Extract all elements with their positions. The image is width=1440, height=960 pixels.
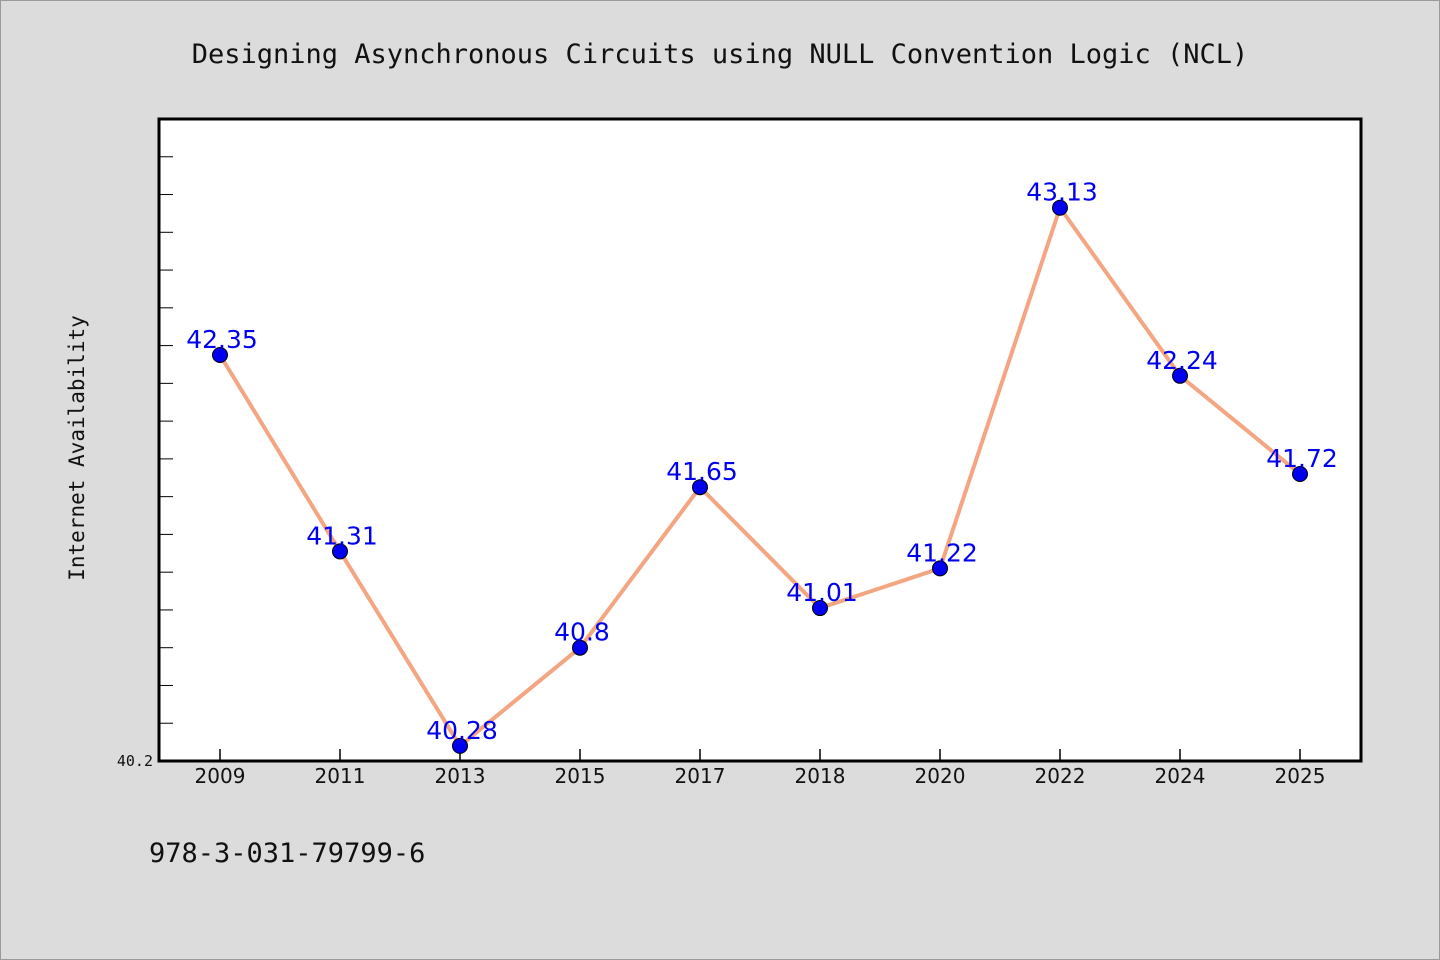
x-tick-label: 2022	[1035, 764, 1086, 788]
x-tick-label: 2024	[1155, 764, 1206, 788]
data-label: 40.8	[554, 618, 610, 647]
data-label: 41.01	[786, 578, 858, 607]
series-line	[218, 205, 1302, 748]
data-point	[332, 543, 348, 560]
x-tick-label: 2018	[795, 764, 846, 788]
x-tick-label: 2011	[315, 764, 366, 788]
data-label: 41.31	[306, 521, 378, 550]
data-label: 41.72	[1266, 444, 1338, 473]
data-point	[812, 600, 828, 617]
data-label: 40.28	[426, 716, 498, 745]
y-axis-label: Internet Availability	[65, 315, 89, 581]
chart-title: Designing Asynchronous Circuits using NU…	[192, 39, 1249, 70]
data-point	[452, 737, 468, 754]
x-tick-label: 2025	[1275, 764, 1326, 788]
data-point	[1172, 367, 1188, 384]
data-label: 41.65	[666, 457, 738, 486]
footer-isbn: 978-3-031-79799-6	[149, 838, 425, 869]
data-point	[1052, 199, 1068, 216]
data-label: 43.13	[1026, 178, 1098, 207]
data-point	[572, 639, 588, 656]
data-markers	[212, 199, 1308, 754]
data-label: 41.22	[906, 538, 978, 567]
data-label: 42.24	[1146, 346, 1218, 375]
data-point	[932, 560, 948, 577]
data-point	[212, 347, 228, 364]
x-tick-label: 2013	[435, 764, 486, 788]
plot-area	[157, 117, 1363, 763]
data-labels: 42.35 41.31 40.28 40.8 41.65 41.01 41.22 43.13 4…	[186, 178, 1338, 745]
data-label: 42.35	[186, 325, 258, 354]
x-tick-label: 2015	[555, 764, 606, 788]
x-tick-label: 2020	[915, 764, 966, 788]
data-point	[692, 479, 708, 496]
x-tick-label: 2009	[195, 764, 246, 788]
data-point	[1292, 465, 1308, 482]
x-axis-ticks: 2009 2011 2013 2015 2017 2018 2020 2022 2024 2025	[195, 749, 1326, 788]
y-axis-ticks: 40.2	[117, 118, 173, 770]
series-line-group	[218, 205, 1302, 748]
x-tick-label: 2017	[675, 764, 726, 788]
y-tick-label: 40.2	[117, 752, 153, 770]
